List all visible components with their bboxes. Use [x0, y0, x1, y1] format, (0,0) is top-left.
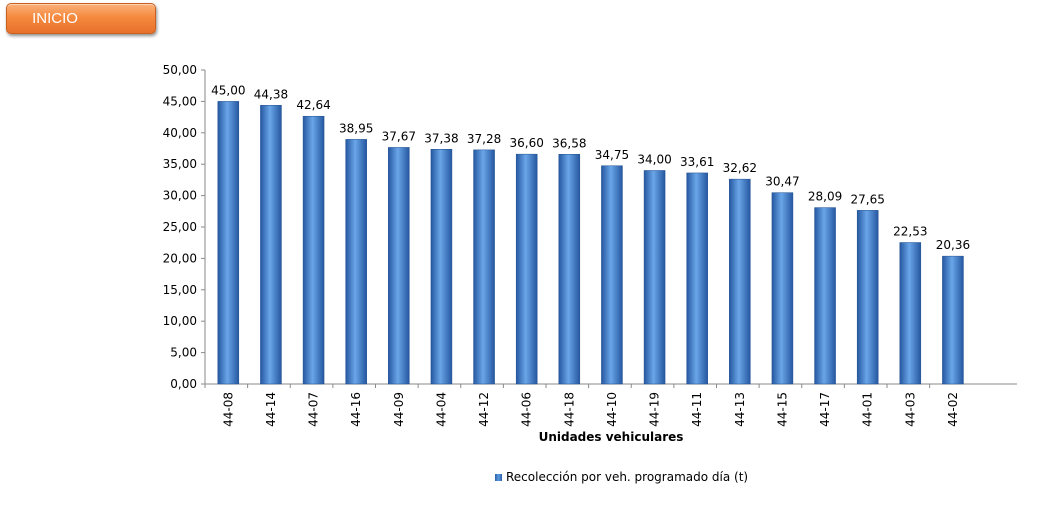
data-label: 36,60 [510, 136, 544, 150]
x-tick-label: 44-11 [690, 392, 704, 427]
bar [260, 105, 282, 385]
y-tick-label: 30,00 [163, 189, 197, 203]
x-tick-label: 44-02 [946, 392, 960, 427]
data-label: 37,38 [424, 131, 458, 145]
data-label: 27,65 [851, 192, 885, 206]
x-tick-label: 44-03 [903, 392, 917, 427]
y-tick-label: 0,00 [170, 377, 197, 391]
data-label: 33,61 [680, 155, 714, 169]
bar [388, 147, 410, 385]
y-tick-label: 10,00 [163, 314, 197, 328]
y-tick-label: 15,00 [163, 283, 197, 297]
data-label: 42,64 [296, 98, 330, 112]
x-tick-label: 44-15 [775, 392, 789, 427]
data-label: 32,62 [723, 161, 757, 175]
bar [345, 139, 367, 385]
x-tick-label: 44-08 [221, 392, 235, 427]
bar [302, 115, 325, 385]
data-label: 44,38 [254, 87, 288, 101]
bar [473, 149, 495, 385]
bar [430, 149, 453, 385]
bar [814, 207, 836, 385]
y-tick-label: 5,00 [170, 346, 197, 360]
bar [515, 153, 538, 385]
bar [558, 154, 581, 385]
data-label: 34,00 [637, 152, 671, 166]
x-tick-label: 44-04 [434, 392, 448, 427]
x-tick-label: 44-14 [264, 392, 278, 427]
x-axis-title: Unidades vehiculares [539, 430, 684, 444]
bar [643, 170, 666, 385]
data-label: 45,00 [211, 83, 245, 97]
bar [686, 172, 708, 385]
bar [601, 165, 623, 385]
data-label: 20,36 [936, 238, 970, 252]
x-tick-label: 44-10 [605, 392, 619, 427]
x-tick-label: 44-13 [733, 392, 747, 427]
bar [729, 178, 751, 385]
data-label: 37,28 [467, 132, 501, 146]
data-label: 38,95 [339, 121, 373, 135]
y-tick-label: 50,00 [163, 63, 197, 77]
x-tick-label: 44-12 [477, 392, 491, 427]
y-tick-label: 40,00 [163, 126, 197, 140]
data-label: 28,09 [808, 190, 842, 204]
data-label: 30,47 [765, 175, 799, 189]
chart-legend: Recolección por veh. programado día (t) [495, 470, 748, 484]
x-tick-label: 44-17 [818, 392, 832, 427]
bar [217, 101, 240, 385]
x-tick-label: 44-01 [861, 392, 875, 427]
bar [899, 242, 922, 385]
x-tick-label: 44-19 [648, 392, 662, 427]
bar [856, 210, 879, 385]
x-tick-label: 44-09 [392, 392, 406, 427]
x-tick-label: 44-16 [349, 392, 363, 427]
x-tick-label: 44-07 [307, 392, 321, 427]
legend-swatch [495, 473, 502, 481]
data-label: 36,58 [552, 136, 586, 150]
bar [771, 192, 794, 385]
y-tick-label: 35,00 [163, 157, 197, 171]
data-label: 37,67 [382, 129, 416, 143]
data-label: 22,53 [893, 225, 927, 239]
x-tick-label: 44-06 [520, 392, 534, 427]
y-tick-label: 45,00 [163, 94, 197, 108]
legend-label: Recolección por veh. programado día (t) [506, 470, 749, 484]
data-label: 34,75 [595, 148, 629, 162]
bar [942, 255, 964, 385]
x-tick-label: 44-18 [562, 392, 576, 427]
y-tick-label: 20,00 [163, 251, 197, 265]
inicio-button[interactable]: INICIO [6, 3, 156, 34]
y-tick-label: 25,00 [163, 220, 197, 234]
